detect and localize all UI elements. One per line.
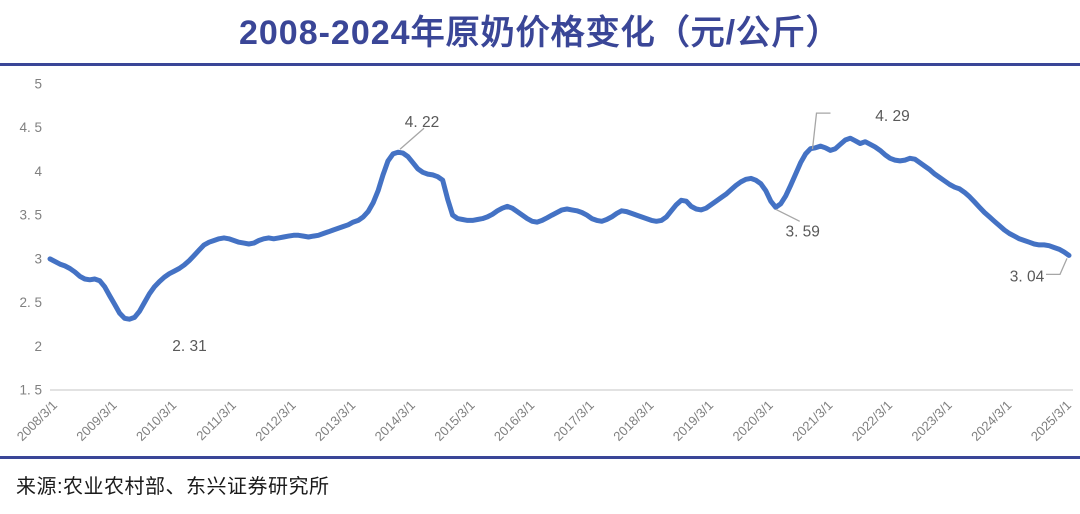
x-axis-tick-label: 2015/3/1 [431,398,477,444]
y-axis-tick-label: 2 [34,339,42,354]
x-axis-tick-label: 2020/3/1 [730,398,776,444]
y-axis-tick-label: 2. 5 [19,295,42,310]
annotation-label: 3. 59 [785,223,819,240]
y-axis-tick-label: 5 [34,77,42,92]
annotation-label: 3. 04 [1010,268,1045,285]
y-axis-tick-label: 3. 5 [19,208,42,223]
x-axis-tick-label: 2012/3/1 [252,398,298,444]
x-axis-tick-label: 2011/3/1 [193,398,239,444]
x-axis-tick-label: 2023/3/1 [908,398,954,444]
annotation-label: 4. 29 [875,108,909,125]
x-axis-tick-label: 2022/3/1 [849,398,895,444]
annotation-leader [811,112,831,150]
y-axis-tick-label: 4. 5 [19,120,42,135]
x-axis-tick-label: 2013/3/1 [312,398,358,444]
x-axis-tick-label: 2014/3/1 [372,398,418,444]
annotation-label: 2. 31 [172,338,206,355]
annotation-leader [1046,258,1068,276]
y-axis-tick-label: 4 [34,164,42,179]
x-axis-tick-label: 2009/3/1 [73,398,119,444]
x-axis-tick-label: 2018/3/1 [610,398,656,444]
x-axis-tick-label: 2008/3/1 [14,398,60,444]
x-axis-tick-label: 2024/3/1 [968,398,1014,444]
annotation-leader [775,208,800,222]
source-note: 来源:农业农村部、东兴证券研究所 [16,476,330,498]
bottom-divider [0,456,1080,459]
y-axis-tick-label: 3 [34,251,42,266]
x-axis-tick-label: 2016/3/1 [491,398,537,444]
x-axis-tick-label: 2021/3/1 [789,398,835,444]
x-axis-tick-label: 2025/3/1 [1028,398,1074,444]
annotation-label: 4. 22 [405,114,439,131]
top-divider [0,63,1080,66]
y-axis-tick-label: 1. 5 [19,383,42,398]
x-axis-tick-label: 2017/3/1 [551,398,597,444]
x-axis-tick-label: 2010/3/1 [133,398,179,444]
x-axis-tick-label: 2019/3/1 [670,398,716,444]
price-line [47,135,1072,322]
chart-title: 2008-2024年原奶价格变化（元/公斤） [238,14,842,52]
annotation-leader [399,127,425,150]
